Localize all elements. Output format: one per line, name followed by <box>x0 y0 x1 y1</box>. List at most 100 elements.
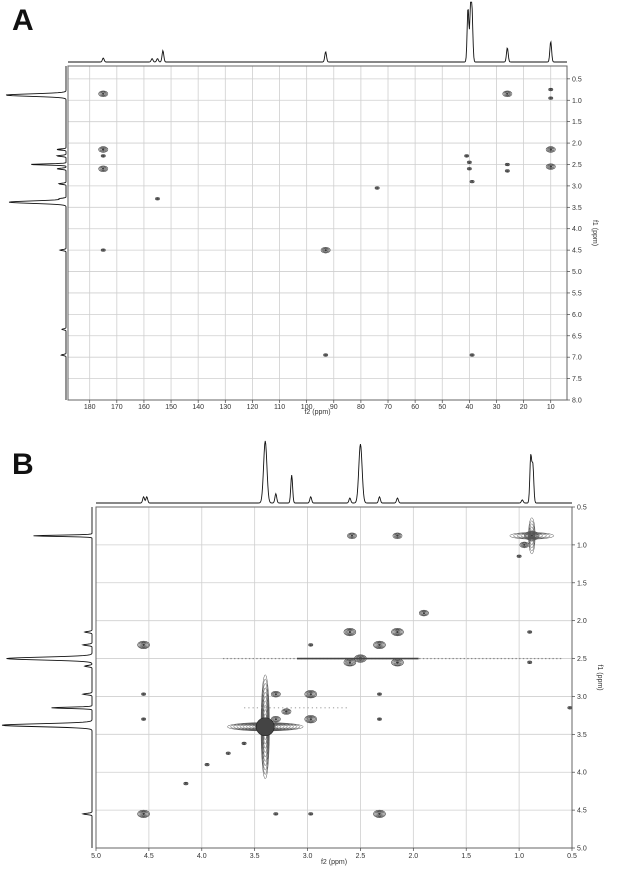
noise-dot <box>522 657 525 660</box>
noise-dot <box>452 657 454 660</box>
contour-ring <box>377 717 382 721</box>
contour-ring <box>139 811 148 817</box>
contour-ring <box>155 197 160 201</box>
y-tick-label: 4.0 <box>577 770 587 777</box>
cross-peak <box>323 353 329 357</box>
contour-ring <box>305 690 316 698</box>
contour-ring <box>99 91 107 97</box>
noise-dot <box>277 707 280 709</box>
y-tick-label: 3.0 <box>577 694 587 701</box>
contour-ring <box>464 154 469 158</box>
contour-ring <box>241 741 247 746</box>
noise-dot <box>345 707 347 709</box>
noise-dot <box>485 657 488 660</box>
cross-peak <box>504 169 510 173</box>
cross-peak <box>320 246 331 254</box>
contour-ring <box>140 812 147 816</box>
noise-dot <box>230 657 232 660</box>
noise-dot <box>267 657 269 660</box>
contour-ring <box>255 717 275 737</box>
x-tick-label: 100 <box>301 404 313 411</box>
x-tick-label: 1.0 <box>514 853 524 860</box>
cross-peak <box>100 248 106 252</box>
contour-ring <box>308 812 313 816</box>
x-tick-label: 2.5 <box>356 853 366 860</box>
contour-ring <box>503 91 512 97</box>
contour-ring <box>100 147 106 152</box>
contour-ring <box>308 812 314 816</box>
contour-ring <box>468 161 471 164</box>
contour-ring <box>525 531 539 540</box>
contour-ring <box>304 690 317 699</box>
top-projection-spectrum <box>68 1 567 63</box>
contour-ring <box>184 782 187 785</box>
contour-ring <box>393 629 402 635</box>
noise-dot <box>261 707 263 709</box>
contour-ring <box>527 534 536 538</box>
noise-dot <box>422 657 425 660</box>
noise-dot <box>341 707 343 709</box>
noise-dot <box>320 707 322 709</box>
noise-dot <box>328 707 330 709</box>
contour-ring <box>504 162 510 167</box>
contour-ring <box>324 354 327 356</box>
contour-ring <box>392 628 403 636</box>
noise-dot <box>530 657 532 660</box>
contour-ring <box>306 716 315 722</box>
contour-ring <box>505 169 510 173</box>
contour-ring <box>377 692 382 696</box>
contour-ring <box>504 92 510 96</box>
contour-ring <box>141 717 147 721</box>
x-tick-label: 60 <box>411 404 419 411</box>
contour-ring <box>549 165 553 168</box>
y-tick-label: 2.0 <box>577 618 587 625</box>
contour-ring <box>349 534 355 538</box>
y-tick-label: 5.0 <box>572 269 582 276</box>
cross-peak <box>155 197 160 201</box>
contour-ring <box>284 710 288 713</box>
noise-dot <box>508 657 510 660</box>
contour-ring <box>516 533 547 539</box>
x-tick-label: 0.5 <box>567 853 577 860</box>
contour-ring <box>376 187 379 189</box>
contour-ring <box>281 708 292 715</box>
contour-ring <box>309 644 312 646</box>
contour-ring <box>140 643 147 647</box>
contour-ring <box>395 630 399 634</box>
contour-ring <box>548 96 554 100</box>
contour-ring <box>518 555 521 558</box>
contour-ring <box>520 533 544 539</box>
contour-ring <box>471 180 474 183</box>
cross-peak <box>98 165 109 172</box>
contour-ring <box>306 691 315 697</box>
contour-ring <box>471 354 474 356</box>
noise-dot <box>293 657 295 660</box>
contour-ring <box>350 534 354 537</box>
contour-ring <box>469 353 475 357</box>
noise-dot <box>489 657 491 660</box>
contour-ring <box>101 167 105 170</box>
contour-ring <box>141 692 147 696</box>
y-axis: 0.5 1.0 1.5 2.0 2.5 3.0 3.5 4.0 4.5 5.0 5.5 6.0 6.5 7… <box>567 76 598 405</box>
cross-peak <box>347 532 357 539</box>
contour-ring <box>282 709 291 715</box>
x-tick-label: 90 <box>330 404 338 411</box>
noise-dot <box>545 657 547 660</box>
cross-peak <box>373 640 386 649</box>
y-tick-label: 1.0 <box>572 98 582 105</box>
contour-ring <box>568 707 571 709</box>
contour-ring <box>184 782 188 785</box>
contour-ring <box>142 643 146 646</box>
cross-peak <box>241 741 247 746</box>
contour-ring <box>100 154 106 158</box>
contour-ring <box>377 643 381 646</box>
noise-dot <box>234 657 236 660</box>
cross-peak <box>567 706 573 710</box>
noise-dot <box>282 707 284 709</box>
plot-area <box>96 507 572 848</box>
contour-ring <box>378 718 381 720</box>
contour-ring <box>274 693 278 696</box>
cross-peak <box>377 717 382 721</box>
cross-peak <box>392 532 403 539</box>
y-tick-label: 0.5 <box>572 76 582 83</box>
